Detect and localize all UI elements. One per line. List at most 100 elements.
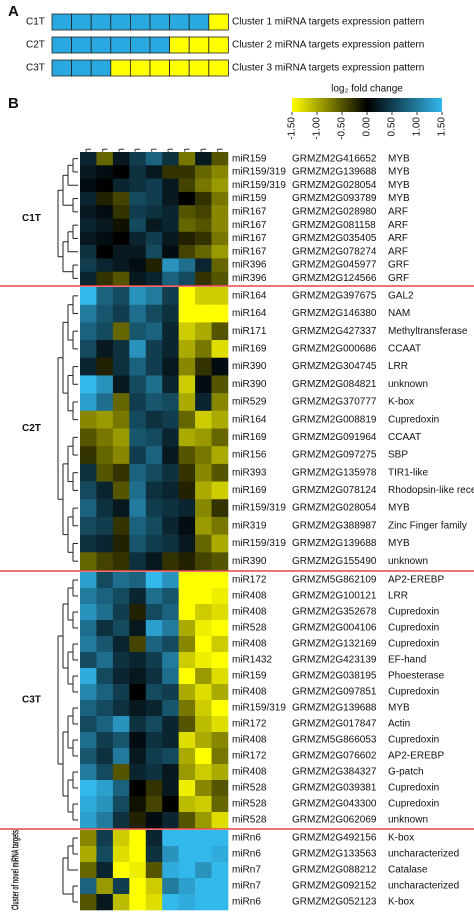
- heatmap-cell: [211, 191, 229, 206]
- heatmap-cell: [178, 862, 196, 879]
- heatmap-cell: [96, 552, 114, 571]
- heatmap-cell: [178, 516, 196, 535]
- mirna-label: miR528: [232, 783, 267, 794]
- heatmap-cell: [162, 287, 179, 305]
- heatmap-cell: [129, 428, 147, 447]
- heatmap-cell: [162, 534, 179, 553]
- heatmap-cell: [96, 572, 114, 589]
- heatmap-cell: [96, 668, 114, 685]
- mirna-label: miR172: [232, 751, 267, 762]
- heatmap-cell: [178, 780, 196, 797]
- panel-label: A: [8, 3, 19, 20]
- heatmap-cell: [129, 636, 147, 653]
- heatmap-cell: [195, 830, 212, 847]
- gene-label: GRMZM2G370777: [292, 397, 377, 408]
- gene-label: GRMZM2G088212: [292, 865, 377, 876]
- heatmap-cell: [145, 894, 163, 911]
- heatmap-cell: [96, 340, 114, 359]
- heatmap-cell: [112, 552, 130, 571]
- mirna-label: miR390: [232, 361, 267, 372]
- heatmap-cell: [96, 894, 114, 911]
- gene-label: GRMZM2G004106: [292, 623, 377, 634]
- heatmap-cell: [195, 481, 212, 500]
- heatmap-cell: [211, 165, 229, 179]
- gene-label: GRMZM2G081158: [292, 220, 376, 231]
- heatmap-cell: [145, 620, 163, 637]
- gene-label: GRMZM2G132169: [292, 639, 377, 650]
- heatmap-cell: [129, 287, 147, 305]
- annotation-label: Rhodopsin-like receptor: [388, 485, 474, 496]
- heatmap-cell: [178, 748, 196, 765]
- mirna-label: miR169: [232, 485, 267, 496]
- pattern-cell: [169, 36, 190, 54]
- heatmap-cell: [195, 258, 212, 272]
- mirna-label: miR396: [232, 260, 267, 271]
- pattern-cell: [90, 13, 112, 31]
- gene-label: GRMZM2G038195: [292, 671, 377, 682]
- heatmap-cell: [96, 846, 114, 863]
- pattern-cell: [110, 13, 131, 31]
- heatmap-cell: [112, 846, 130, 863]
- gene-label: GRMZM2G416652: [292, 153, 377, 164]
- annotation-label: Phoesterase: [388, 671, 445, 682]
- cluster-label: C2T: [22, 423, 41, 434]
- annotation-label: NAM: [388, 308, 410, 319]
- heatmap-cell: [162, 152, 179, 166]
- heatmap-cell: [195, 205, 212, 219]
- heatmap-cell: [112, 894, 130, 911]
- heatmap-cell: [195, 636, 212, 653]
- annotation-label: CCAAT: [388, 432, 421, 443]
- heatmap-cell: [162, 191, 179, 206]
- annotation-label: unknown: [388, 379, 428, 390]
- gene-label: GRMZM2G139688: [292, 703, 377, 714]
- gene-label: GRMZM2G139688: [292, 538, 377, 549]
- heatmap-cell: [112, 375, 130, 394]
- heatmap-cell: [162, 516, 179, 535]
- heatmap-cell: [178, 304, 196, 323]
- heatmap-cell: [211, 636, 229, 653]
- heatmap-cell: [80, 322, 97, 341]
- heatmap-cell: [162, 878, 179, 895]
- heatmap-cell: [211, 499, 229, 518]
- pattern-cell: [129, 13, 151, 31]
- heatmap-cell: [211, 231, 229, 246]
- heatmap-cell: [80, 191, 97, 206]
- annotation-label: MYB: [388, 180, 410, 191]
- pattern-cell: [149, 59, 171, 77]
- heatmap-cell: [178, 796, 196, 813]
- mirna-label: miR1432: [232, 655, 272, 666]
- heatmap-cell: [178, 894, 196, 911]
- annotation-label: unknown: [388, 556, 428, 567]
- pattern-cell: [51, 13, 73, 31]
- gene-label: GRMZM2G352678: [292, 607, 377, 618]
- heatmap-cell: [211, 668, 229, 685]
- heatmap-cell: [129, 588, 147, 605]
- heatmap-cell: [178, 463, 196, 482]
- pattern-cell: [208, 13, 229, 31]
- gene-label: GRMZM2G045977: [292, 260, 377, 271]
- mirna-label: miR528: [232, 799, 267, 810]
- heatmap-cell: [178, 668, 196, 685]
- heatmap-cell: [145, 588, 163, 605]
- heatmap-cell: [96, 516, 114, 535]
- mirna-label: miR159/319: [232, 167, 286, 178]
- heatmap-cell: [195, 684, 212, 701]
- heatmap-cell: [112, 572, 130, 589]
- heatmap-cell: [211, 410, 229, 429]
- heatmap-cell: [96, 764, 114, 781]
- heatmap-cell: [129, 780, 147, 797]
- heatmap-cell: [145, 572, 163, 589]
- heatmap-cell: [112, 231, 130, 246]
- pattern-cell: [129, 59, 151, 77]
- mirna-label: miR529: [232, 397, 267, 408]
- heatmap-cell: [162, 620, 179, 637]
- heatmap-cell: [80, 428, 97, 447]
- heatmap-cell: [96, 636, 114, 653]
- heatmap-cell: [80, 846, 97, 863]
- heatmap-cell: [80, 572, 97, 589]
- heatmap-cell: [112, 245, 130, 259]
- mirna-label: miR164: [232, 290, 267, 301]
- heatmap-cell: [129, 340, 147, 359]
- heatmap-cell: [96, 830, 114, 847]
- heatmap-cell: [145, 231, 163, 246]
